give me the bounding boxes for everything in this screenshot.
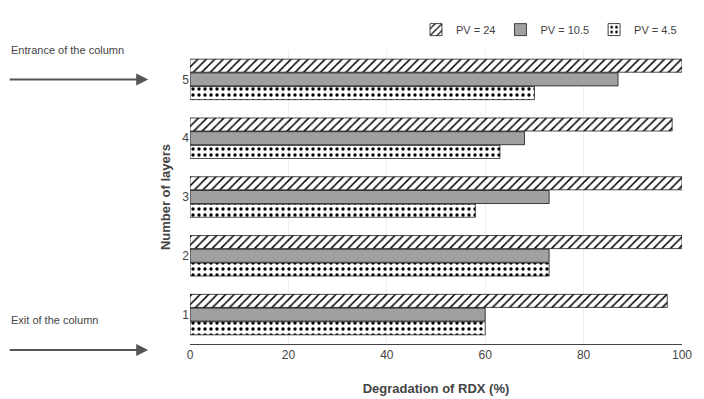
svg-text:100: 100 [672, 348, 692, 362]
svg-text:40: 40 [380, 348, 394, 362]
svg-text:Entrance of the column: Entrance of the column [11, 44, 124, 56]
svg-text:80: 80 [577, 348, 591, 362]
svg-text:0: 0 [187, 348, 194, 362]
svg-text:4: 4 [182, 131, 189, 145]
svg-text:Degradation of RDX (%): Degradation of RDX (%) [363, 381, 510, 396]
svg-text:Exit of the column: Exit of the column [11, 314, 98, 326]
svg-text:20: 20 [282, 348, 296, 362]
svg-text:5: 5 [182, 73, 189, 87]
svg-text:3: 3 [182, 190, 189, 204]
svg-text:2: 2 [182, 249, 189, 263]
svg-text:1: 1 [182, 308, 189, 322]
svg-text:Number of layers: Number of layers [158, 144, 173, 250]
svg-text:PV = 24: PV = 24 [456, 24, 495, 36]
svg-text:PV = 4.5: PV = 4.5 [634, 24, 677, 36]
svg-text:PV = 10.5: PV = 10.5 [540, 24, 589, 36]
svg-text:60: 60 [479, 348, 493, 362]
